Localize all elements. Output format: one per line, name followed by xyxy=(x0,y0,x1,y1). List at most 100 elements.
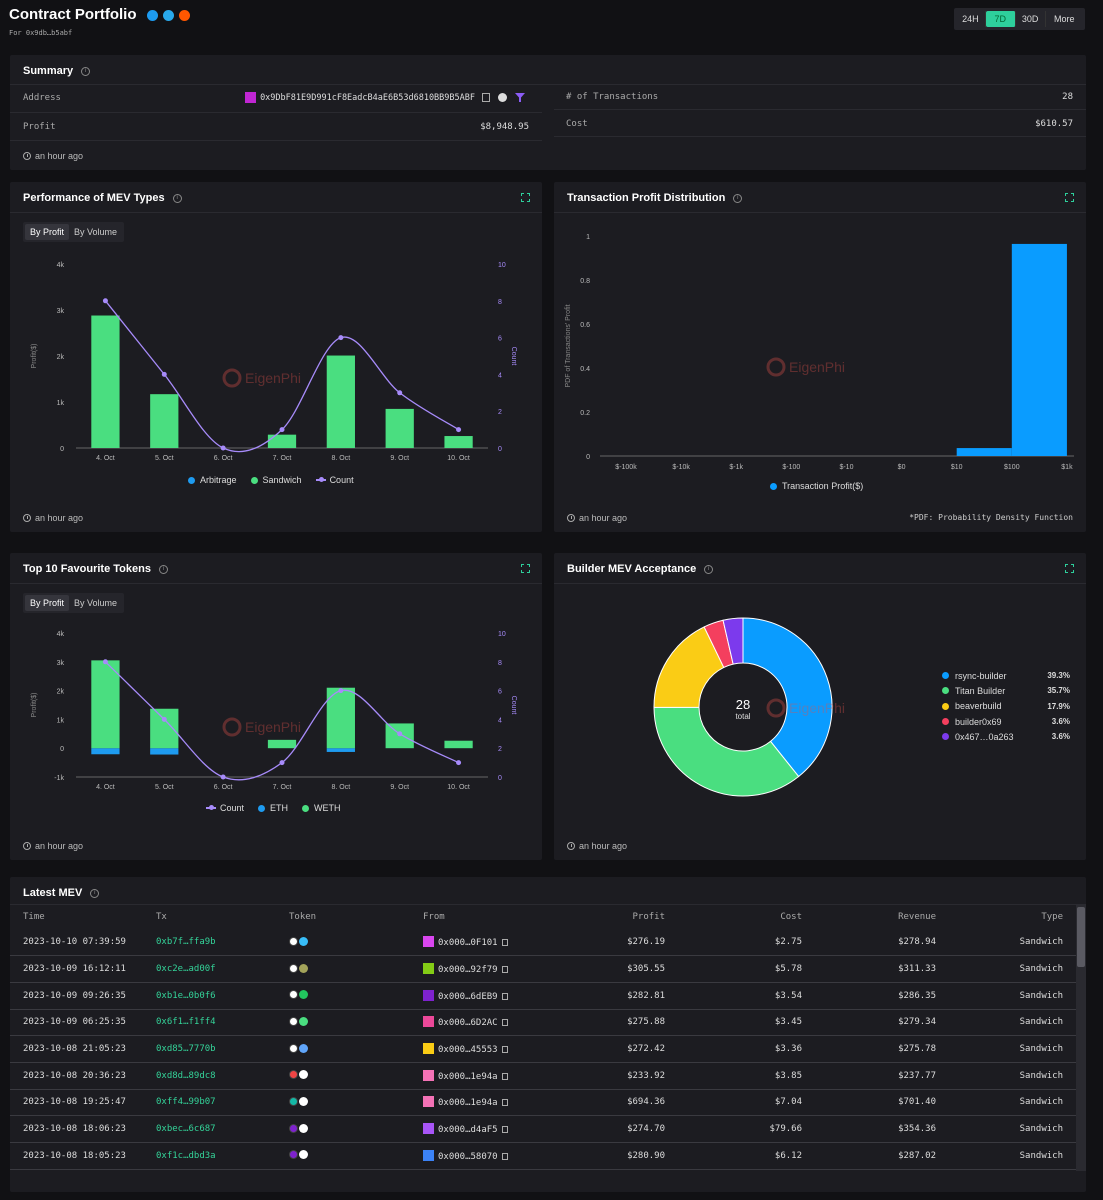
column-header-token[interactable]: Token xyxy=(289,912,317,922)
legend-item[interactable]: Titan Builder 35.7% xyxy=(942,683,1070,698)
info-icon[interactable]: i xyxy=(90,888,100,898)
legend-arbitrage[interactable]: Arbitrage xyxy=(188,475,237,485)
cell-tx-link[interactable]: 0xb7f…ffa9b xyxy=(156,929,289,957)
legend-percent: 17.9% xyxy=(1047,701,1070,711)
range-tab-7d[interactable]: 7D xyxy=(985,11,1016,27)
expand-icon[interactable] xyxy=(521,193,530,202)
copy-icon[interactable] xyxy=(501,1099,508,1107)
legend-item[interactable]: builder0x69 3.6% xyxy=(942,714,1070,729)
table-row[interactable]: 2023-10-08 19:25:47 0xff4…99b07 0x000…1e94… xyxy=(10,1089,1076,1117)
explorer-icon[interactable] xyxy=(498,93,507,102)
by-profit-toggle[interactable]: By Profit xyxy=(25,595,70,611)
table-row[interactable]: 2023-10-08 20:36:23 0xd8d…89dc8 0x000…1e94… xyxy=(10,1062,1076,1090)
legend-item[interactable]: 0x467…0a263 3.6% xyxy=(942,729,1070,744)
info-icon[interactable]: i xyxy=(704,564,714,574)
cell-type: Sandwich xyxy=(936,929,1076,957)
cell-tx-link[interactable]: 0xd85…7770b xyxy=(156,1035,289,1063)
eigenphi-logo-icon xyxy=(222,717,242,737)
donut-slice-rsync-builder xyxy=(742,617,833,778)
x-tick-label: 6. Oct xyxy=(214,455,233,462)
cell-tx-link[interactable]: 0xd8d…89dc8 xyxy=(156,1062,289,1090)
y2-tick-label: 2 xyxy=(498,746,502,753)
info-icon[interactable]: i xyxy=(158,564,168,574)
cell-from[interactable]: 0x000…45553 xyxy=(423,1035,557,1063)
legend-count[interactable]: Count xyxy=(206,803,244,813)
cell-from[interactable]: 0x000…0F101 xyxy=(423,929,557,957)
clock-icon xyxy=(23,152,31,160)
cell-from[interactable]: 0x000…58070 xyxy=(423,1142,557,1170)
cell-from[interactable]: 0x000…d4aF5 xyxy=(423,1115,557,1143)
expand-icon[interactable] xyxy=(1065,193,1074,202)
eigenphi-watermark: EigenPhi xyxy=(222,368,301,388)
copy-icon[interactable] xyxy=(482,93,490,102)
column-header-profit[interactable]: Profit xyxy=(632,912,665,922)
column-header-type[interactable]: Type xyxy=(1041,912,1063,922)
address-link[interactable]: 0x9DbF81E9D991cF8EadcB4aE6B53d6810BB9B5A… xyxy=(260,92,475,103)
cell-tx-link[interactable]: 0xc2e…ad00f xyxy=(156,955,289,983)
column-header-time[interactable]: Time xyxy=(23,912,45,922)
range-tab-more[interactable]: More xyxy=(1054,14,1075,24)
table-row[interactable]: 2023-10-09 09:26:35 0xb1e…0b0f6 0x000…6dEB… xyxy=(10,982,1076,1010)
copy-icon[interactable] xyxy=(501,992,508,1000)
expand-icon[interactable] xyxy=(1065,564,1074,573)
copy-icon[interactable] xyxy=(501,939,508,947)
cell-tx-link[interactable]: 0xff4…99b07 xyxy=(156,1089,289,1117)
column-header-tx[interactable]: Tx xyxy=(156,912,167,922)
info-icon[interactable]: i xyxy=(172,193,182,203)
cell-from[interactable]: 0x000…1e94a xyxy=(423,1062,557,1090)
info-icon[interactable]: i xyxy=(81,66,91,76)
column-header-cost[interactable]: Cost xyxy=(780,912,802,922)
cell-revenue: $237.77 xyxy=(802,1062,936,1090)
token-icon xyxy=(289,1043,298,1053)
histogram-bar xyxy=(956,448,1012,456)
y2-tick-label: 0 xyxy=(498,446,502,453)
x-tick-label: 7. Oct xyxy=(273,455,292,462)
twitter-icon[interactable] xyxy=(146,10,158,21)
expand-icon[interactable] xyxy=(521,564,530,573)
table-row[interactable]: 2023-10-09 16:12:11 0xc2e…ad00f 0x000…92f7… xyxy=(10,955,1076,983)
cell-from[interactable]: 0x000…6dEB9 xyxy=(423,982,557,1010)
cell-from[interactable]: 0x000…92f79 xyxy=(423,955,557,983)
table-row[interactable]: 2023-10-08 18:05:23 0xf1c…dbd3a 0x000…5807… xyxy=(10,1142,1076,1170)
table-row[interactable]: 2023-10-08 21:05:23 0xd85…7770b 0x000…4555… xyxy=(10,1035,1076,1063)
legend-eth[interactable]: ETH xyxy=(258,803,288,813)
cell-profit: $272.42 xyxy=(557,1035,665,1063)
cell-from[interactable]: 0x000…6D2AC xyxy=(423,1009,557,1037)
by-volume-toggle[interactable]: By Volume xyxy=(74,227,118,237)
range-tab-30d[interactable]: 30D xyxy=(1016,11,1046,27)
legend-count[interactable]: Count xyxy=(315,475,354,485)
table-row[interactable]: 2023-10-09 06:25:35 0x6f1…f1ff4 0x000…6D2A… xyxy=(10,1009,1076,1037)
filter-icon[interactable] xyxy=(515,93,525,102)
copy-icon[interactable] xyxy=(501,1019,508,1027)
table-scrollbar[interactable] xyxy=(1076,905,1086,1171)
copy-icon[interactable] xyxy=(501,1046,508,1054)
cell-tx-link[interactable]: 0xbec…6c687 xyxy=(156,1115,289,1143)
cell-tx-link[interactable]: 0xf1c…dbd3a xyxy=(156,1142,289,1170)
cell-from[interactable]: 0x000…1e94a xyxy=(423,1089,557,1117)
table-row[interactable]: 2023-10-08 18:06:23 0xbec…6c687 0x000…d4aF… xyxy=(10,1115,1076,1143)
reddit-icon[interactable] xyxy=(178,10,190,21)
copy-icon[interactable] xyxy=(501,1126,508,1134)
range-tab-24h[interactable]: 24H xyxy=(956,11,986,27)
legend-item[interactable]: rsync-builder 39.3% xyxy=(942,668,1070,683)
cell-tx-link[interactable]: 0xb1e…0b0f6 xyxy=(156,982,289,1010)
copy-icon[interactable] xyxy=(501,966,508,974)
info-icon[interactable]: i xyxy=(733,193,743,203)
legend-label: rsync-builder xyxy=(955,670,1007,681)
cell-tx-link[interactable]: 0x6f1…f1ff4 xyxy=(156,1009,289,1037)
cell-revenue: $701.40 xyxy=(802,1089,936,1117)
by-profit-toggle[interactable]: By Profit xyxy=(25,224,70,240)
table-row[interactable]: 2023-10-10 07:39:59 0xb7f…ffa9b 0x000…0F10… xyxy=(10,929,1076,957)
copy-icon[interactable] xyxy=(501,1152,508,1160)
telegram-icon[interactable] xyxy=(162,10,174,21)
bar-weth xyxy=(91,660,120,749)
by-volume-toggle[interactable]: By Volume xyxy=(74,598,118,608)
copy-icon[interactable] xyxy=(501,1072,508,1080)
token-icon xyxy=(289,1016,298,1026)
column-header-revenue[interactable]: Revenue xyxy=(898,912,936,922)
legend-sandwich[interactable]: Sandwich xyxy=(250,475,302,485)
legend-weth[interactable]: WETH xyxy=(302,803,341,813)
legend-transaction-profit[interactable]: Transaction Profit($) xyxy=(770,481,863,491)
legend-item[interactable]: beaverbuild 17.9% xyxy=(942,699,1070,714)
column-header-from[interactable]: From xyxy=(423,912,445,922)
